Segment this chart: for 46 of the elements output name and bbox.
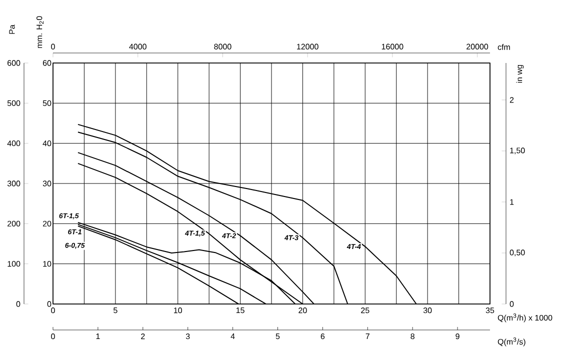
y2-tick-label: 200 (8, 220, 20, 226)
y3-tick-label: 1,50 (510, 148, 525, 154)
x2-axis-title: cfm (498, 44, 510, 50)
text: 6 (320, 334, 325, 340)
x2-tick-label: 4000 (129, 44, 146, 50)
y-tick-label: 60 (42, 60, 52, 66)
y3-tick-label: 0,50 (510, 250, 525, 256)
text: 1 (96, 334, 100, 340)
x-tick-label: 30 (423, 308, 432, 314)
x-axis-title: Q(m$^{3}$/h) x 1000 (498, 314, 552, 322)
y2-tick-label: 400 (7, 140, 20, 146)
x2-tick-label: 8000 (214, 44, 232, 50)
y3-tick-label: 2 (510, 97, 514, 103)
text: 3 (186, 334, 190, 340)
y3-tick-label: 1 (510, 199, 514, 205)
x-tick-label: 25 (361, 308, 370, 314)
y-axis-title: mm. H$_{2}$0 (36, 16, 44, 48)
text: 5 (276, 334, 280, 340)
y2-tick-label: 300 (7, 180, 20, 186)
y2-tick-label: 0 (16, 301, 20, 307)
x2-tick-label: 12000 (297, 44, 318, 50)
y-tick-label: 30 (42, 180, 52, 186)
text: 7 (366, 334, 370, 340)
x-tick-label: 20 (298, 308, 307, 314)
y-tick-label: 40 (42, 140, 52, 146)
y2-axis-title: Pa (9, 24, 15, 34)
y2-tick-label: 100 (8, 260, 20, 267)
y-tick-label: 50 (42, 100, 52, 106)
x-tick-label: 10 (174, 308, 182, 314)
text: 4 (230, 334, 235, 340)
x-tick-label: 35 (486, 308, 494, 314)
text: 8 (410, 334, 414, 340)
x-tick-label: 5 (114, 308, 118, 314)
y-tick-label: 10 (43, 260, 52, 267)
text: 2 (141, 334, 145, 340)
y3-tick-label: 0 (510, 301, 514, 307)
x2-tick-label: 20000 (466, 44, 488, 50)
y2-tick-label: 500 (7, 100, 20, 106)
text: 9 (456, 334, 460, 340)
x-tick-label: 15 (236, 308, 244, 314)
y3-axis-title: in wg (516, 65, 524, 83)
text: Q(m$^{3}$/s) (498, 338, 526, 346)
x2-tick-label: 16000 (382, 44, 404, 50)
y-tick-label: 0 (47, 301, 52, 307)
y-tick-label: 20 (42, 220, 52, 226)
y2-tick-label: 600 (8, 60, 20, 66)
